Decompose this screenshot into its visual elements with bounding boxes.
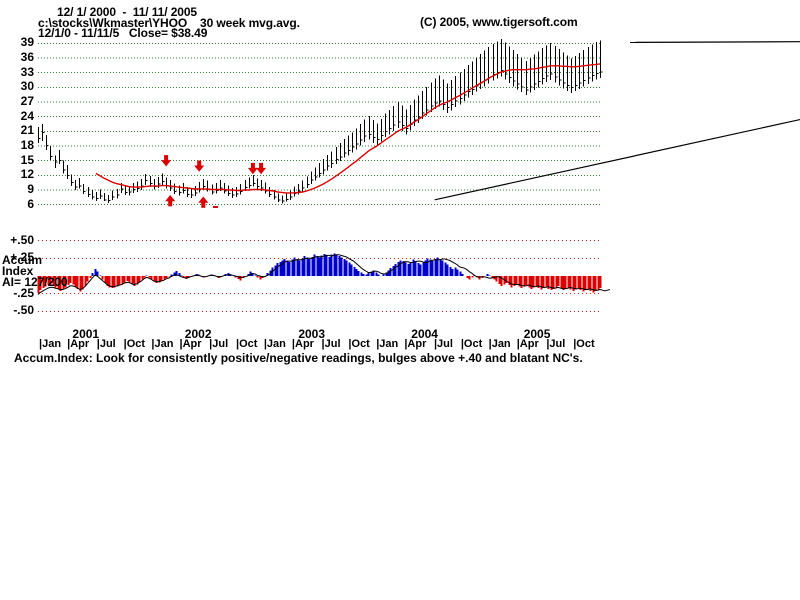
x-axis-month-label: |Oct xyxy=(348,338,370,350)
accum-index-label-line1: Accum xyxy=(2,253,43,267)
x-axis-year-label: 2003 xyxy=(298,327,326,341)
x-axis-years: 2001 2002 2003 2004 2005 xyxy=(38,327,600,341)
arrow-down-icon xyxy=(256,162,267,175)
arrow-up-icon xyxy=(198,196,209,208)
x-axis-month-label: |Jan xyxy=(39,338,62,350)
accum-index-smoothed-line xyxy=(37,254,611,295)
price-chart-panel xyxy=(38,38,800,208)
accum-index-help-text: Accum.Index: Look for consistently posit… xyxy=(14,351,583,365)
arrow-up-icon xyxy=(165,194,176,207)
x-axis-month-label: |Apr xyxy=(516,338,539,350)
x-axis-month-label: |Oct xyxy=(460,338,483,350)
small-red-tick-mark xyxy=(213,206,218,208)
x-axis-year-label: 2004 xyxy=(411,327,438,341)
x-axis-year-label: 2001 xyxy=(72,327,100,341)
x-axis-month-label: |Jul xyxy=(546,338,566,350)
accum-index-label-line2: Index xyxy=(2,264,34,278)
resistance-extension-line xyxy=(629,41,800,43)
x-axis-month-label: |Jul xyxy=(321,338,341,350)
x-axis-month-label: |Jan xyxy=(376,338,399,350)
arrow-down-icon xyxy=(161,155,172,167)
arrow-down-icon xyxy=(194,160,205,172)
moving-average-line xyxy=(95,63,601,194)
x-axis-month-label: |Oct xyxy=(236,338,258,350)
x-axis-month-label: |Jul xyxy=(209,338,229,350)
chart-date-range-title: 12/ 1/ 2000 - 11/ 11/ 2005 xyxy=(57,5,197,19)
x-axis-month-label: |Jan xyxy=(488,338,511,350)
x-axis-year-label: 2002 xyxy=(184,327,212,341)
x-axis-month-label: |Oct xyxy=(573,338,595,350)
x-axis-month-label: |Jan xyxy=(263,338,286,350)
arrow-down-icon xyxy=(247,162,258,175)
x-axis-month-label: |Apr xyxy=(404,338,427,350)
x-axis-year-label: 2005 xyxy=(523,327,551,341)
accum-index-value: AI= 127/200 xyxy=(2,275,68,289)
chart-file-path-title: c:\stocks\Wkmaster\YHOO 30 week mvg.avg. xyxy=(38,16,300,30)
rising-support-line xyxy=(434,118,800,201)
x-axis-month-label: |Apr xyxy=(291,338,314,350)
x-axis-month-label: |Jul xyxy=(433,338,453,350)
x-axis-month-label: |Apr xyxy=(67,338,90,350)
x-axis-month-label: |Jul xyxy=(96,338,116,350)
x-axis-month-label: |Jan xyxy=(151,338,174,350)
x-axis-month-label: |Oct xyxy=(123,338,146,350)
x-axis-months: |Jan |Apr |Jul |Oct |Jan |Apr |Jul |Oct |Jan |Apr… xyxy=(38,338,600,351)
copyright-notice: (C) 2005, www.tigersoft.com xyxy=(420,15,578,29)
x-axis-month-label: |Apr xyxy=(179,338,202,350)
chart-close-price-title: 12/1/0 - 11/11/5 Close= $38.49 xyxy=(38,26,208,40)
accum-index-bars xyxy=(37,253,602,293)
